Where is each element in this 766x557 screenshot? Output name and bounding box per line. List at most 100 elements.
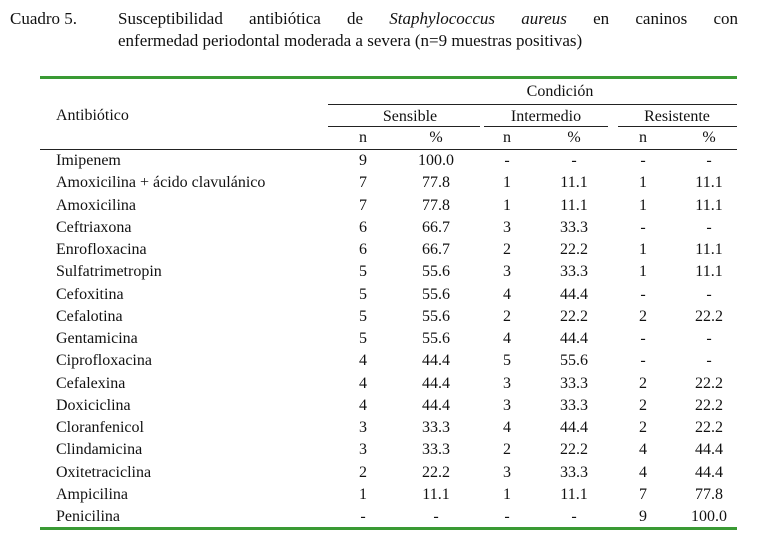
subheader-cell: % <box>429 129 443 146</box>
caption-line-2: enfermedad periodontal moderada a severa… <box>118 31 583 50</box>
row-value-cell: 6 <box>359 241 367 258</box>
row-value-cell: - <box>504 152 510 169</box>
row-value-cell: 1 <box>639 241 647 258</box>
row-value-cell: 4 <box>639 463 647 481</box>
row-antibiotic-name: Ampicilina <box>56 485 128 503</box>
row-value-cell: 5 <box>359 307 367 325</box>
row-value-cell: 5 <box>503 352 511 370</box>
row-value-cell: 44.4 <box>560 330 588 347</box>
row-value-cell: 4 <box>503 419 511 436</box>
row-value-cell: 5 <box>359 263 367 281</box>
row-value-cell: - <box>706 330 712 347</box>
sensible-rule <box>328 126 480 127</box>
row-value-cell: 11.1 <box>695 196 723 214</box>
row-value-cell: 77.8 <box>695 485 723 503</box>
row-antibiotic-name: Cefoxitina <box>56 285 124 303</box>
row-value-cell: 22.2 <box>560 307 588 325</box>
row-value-cell: 11.1 <box>695 174 723 192</box>
row-value-cell: 11.1 <box>695 263 723 281</box>
row-value-cell: - <box>640 352 646 370</box>
row-antibiotic-name: Cloranfenicol <box>56 419 144 436</box>
row-value-cell: - <box>706 352 712 370</box>
row-value-cell: 100.0 <box>418 152 454 169</box>
caption-text-post: en caninos con <box>593 9 739 28</box>
subheader-cell: n <box>359 129 367 146</box>
row-value-cell: - <box>640 152 646 169</box>
resistente-rule <box>618 126 737 127</box>
row-value-cell: - <box>640 330 646 347</box>
row-value-cell: 77.8 <box>422 174 450 192</box>
row-antibiotic-name: Sulfatrimetropin <box>56 263 162 281</box>
row-value-cell: 44.4 <box>560 285 588 303</box>
row-value-cell: 11.1 <box>560 174 588 192</box>
row-value-cell: 44.4 <box>422 374 450 392</box>
row-value-cell: 2 <box>639 374 647 392</box>
intermedio-rule <box>484 126 608 127</box>
row-antibiotic-name: Amoxicilina + ácido clavulánico <box>56 174 266 192</box>
subheader-cell: % <box>567 129 581 146</box>
row-antibiotic-name: Enrofloxacina <box>56 241 147 258</box>
row-value-cell: 11.1 <box>422 485 450 503</box>
row-value-cell: 7 <box>639 485 647 503</box>
row-value-cell: 9 <box>359 152 367 169</box>
row-value-cell: 66.7 <box>422 218 450 236</box>
row-value-cell: 4 <box>639 441 647 459</box>
row-value-cell: 2 <box>359 463 367 481</box>
row-value-cell: 1 <box>503 485 511 503</box>
row-value-cell: - <box>706 285 712 303</box>
row-value-cell: 33.3 <box>560 218 588 236</box>
row-value-cell: 5 <box>359 285 367 303</box>
header-antibiotic: Antibiótico <box>56 107 129 124</box>
row-value-cell: 33.3 <box>560 463 588 481</box>
row-value-cell: 55.6 <box>422 307 450 325</box>
condition-rule <box>328 104 737 105</box>
row-value-cell: 100.0 <box>691 508 727 525</box>
row-value-cell: 33.3 <box>422 441 450 459</box>
row-value-cell: 3 <box>503 463 511 481</box>
row-value-cell: 6 <box>359 218 367 236</box>
row-value-cell: 3 <box>503 218 511 236</box>
row-value-cell: 2 <box>503 241 511 258</box>
row-value-cell: 1 <box>503 196 511 214</box>
subheader-cell: n <box>639 129 647 146</box>
row-value-cell: - <box>571 508 577 525</box>
caption-text-pre: Susceptibilidad antibiótica de <box>118 9 364 28</box>
row-value-cell: 11.1 <box>560 485 588 503</box>
row-value-cell: 4 <box>503 285 511 303</box>
row-antibiotic-name: Gentamicina <box>56 330 138 347</box>
header-group-intermedio: Intermedio <box>510 108 582 125</box>
row-value-cell: 33.3 <box>560 396 588 414</box>
caption-label: Cuadro 5. <box>10 9 78 28</box>
row-antibiotic-name: Ceftriaxona <box>56 218 132 236</box>
row-value-cell: 2 <box>639 396 647 414</box>
row-value-cell: 22.2 <box>695 307 723 325</box>
row-value-cell: - <box>706 152 712 169</box>
row-antibiotic-name: Amoxicilina <box>56 196 136 214</box>
row-value-cell: 4 <box>359 374 367 392</box>
row-value-cell: 9 <box>639 508 647 525</box>
row-value-cell: - <box>706 218 712 236</box>
row-value-cell: 3 <box>359 419 367 436</box>
caption-species: Staphylococcus aureus <box>389 9 567 28</box>
row-value-cell: 5 <box>359 330 367 347</box>
row-value-cell: 44.4 <box>422 352 450 370</box>
row-value-cell: 2 <box>639 307 647 325</box>
table-bottom-rule <box>40 527 737 530</box>
row-value-cell: 44.4 <box>695 441 723 459</box>
row-value-cell: 55.6 <box>422 330 450 347</box>
row-antibiotic-name: Ciprofloxacina <box>56 352 152 370</box>
row-value-cell: 3 <box>503 263 511 281</box>
row-value-cell: 11.1 <box>695 241 723 258</box>
row-value-cell: 7 <box>359 196 367 214</box>
row-antibiotic-name: Cefalexina <box>56 374 126 392</box>
caption-title: Susceptibilidad antibiótica de Staphyloc… <box>118 8 738 30</box>
row-antibiotic-name: Imipenem <box>56 152 121 169</box>
row-value-cell: 55.6 <box>560 352 588 370</box>
row-value-cell: 2 <box>503 307 511 325</box>
subheader-cell: n <box>503 129 511 146</box>
row-value-cell: 11.1 <box>560 196 588 214</box>
row-value-cell: 3 <box>503 374 511 392</box>
row-value-cell: 22.2 <box>560 241 588 258</box>
row-value-cell: - <box>360 508 366 525</box>
row-value-cell: 4 <box>359 352 367 370</box>
